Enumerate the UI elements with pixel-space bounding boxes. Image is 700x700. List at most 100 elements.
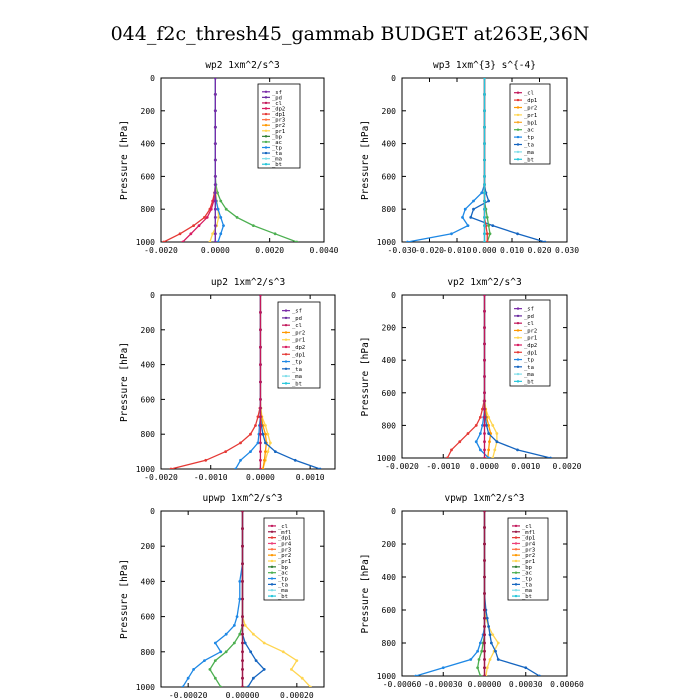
data-point-pr2 — [488, 440, 491, 444]
legend-label: _dp1 — [524, 98, 537, 104]
data-point-bt — [483, 183, 486, 187]
series-line-dp1 — [446, 295, 486, 458]
legend-marker — [516, 380, 520, 383]
legend-label: _bp1 — [524, 120, 537, 126]
data-point-dp1 — [162, 240, 166, 242]
data-point-pr1 — [495, 432, 499, 435]
data-point-pr1 — [491, 633, 495, 637]
data-point-cl — [483, 399, 486, 403]
legend-label: _pd — [524, 314, 534, 320]
x-tick-label: 0.0000 — [201, 246, 230, 255]
legend-label: _ac — [272, 140, 282, 146]
data-point-dp1 — [474, 424, 478, 427]
y-tick-label: 1000 — [136, 238, 155, 247]
legend-label: _dp1 — [522, 536, 535, 542]
y-tick-label: 600 — [141, 172, 156, 181]
data-point-tp — [478, 432, 482, 435]
series-line-ta — [241, 511, 266, 687]
legend-marker — [264, 107, 268, 110]
legend-marker — [264, 96, 268, 99]
legend-label: _dp1 — [292, 352, 305, 358]
legend-marker — [514, 530, 518, 533]
y-tick-label: 800 — [141, 205, 156, 214]
data-point-cl — [259, 363, 262, 366]
data-point-pr1 — [309, 685, 312, 687]
data-point-mfl — [241, 685, 244, 687]
legend-label: _cl — [272, 101, 282, 107]
data-point-ta — [261, 432, 265, 436]
data-point-tp — [414, 674, 418, 676]
x-tick-label: 0.00000 — [226, 691, 260, 700]
panel-title: upwp 1xm^2/s^3 — [202, 493, 282, 504]
series-group — [162, 78, 299, 242]
data-point-mfl — [241, 632, 244, 636]
legend-marker — [284, 382, 288, 385]
data-point-tp — [219, 232, 223, 236]
data-point-pr1 — [491, 456, 495, 458]
panel-title: wp2 1xm^2/s^3 — [205, 60, 279, 71]
legend-marker — [270, 536, 274, 539]
data-point-tp — [186, 676, 190, 680]
legend-label: _pr1 — [524, 336, 537, 342]
y-tick-label: 800 — [382, 205, 397, 214]
data-point-sf — [213, 93, 217, 96]
x-tick-label: -0.0020 — [144, 473, 178, 482]
legend-marker — [270, 542, 274, 545]
legend-label: _tp — [524, 135, 534, 141]
data-point-tp — [472, 199, 475, 203]
data-point-ac — [487, 224, 491, 228]
data-point-ac — [295, 240, 299, 242]
y-tick-label: 400 — [382, 573, 397, 582]
data-point-sf — [213, 158, 217, 162]
data-point-cl — [483, 415, 486, 419]
legend-marker — [516, 150, 520, 154]
legend-label: _ta — [522, 582, 532, 588]
y-axis-label: Pressure [hPa] — [119, 559, 130, 639]
data-point-dp1 — [192, 224, 196, 228]
data-point-tp — [478, 641, 482, 645]
data-point-mfl — [483, 658, 486, 661]
legend-label: _tp — [522, 577, 532, 583]
legend-label: _dp2 — [272, 107, 285, 113]
data-point-pr1 — [262, 641, 266, 645]
data-point-pr1 — [281, 650, 285, 654]
data-point-ta — [249, 650, 253, 654]
data-point-tp — [238, 597, 242, 601]
data-point-mfl — [241, 527, 244, 530]
data-point-dp1 — [478, 415, 482, 419]
data-point-ta — [491, 224, 495, 228]
legend-marker — [270, 553, 274, 557]
figure-title: 044_f2c_thresh45_gammab BUDGET at263E,36… — [111, 23, 590, 45]
x-tick-label: 0.0020 — [255, 246, 284, 255]
data-point-sf — [213, 142, 217, 146]
data-point-cl — [259, 432, 262, 436]
data-point-mfl — [241, 650, 244, 654]
legend-marker — [270, 583, 274, 586]
data-point-pr1 — [264, 424, 267, 427]
data-point-bt — [483, 109, 486, 113]
y-axis-label: Pressure [hPa] — [360, 553, 371, 633]
data-point-ta — [524, 666, 528, 670]
legend-label: _bt — [524, 157, 534, 163]
y-tick-label: 0 — [391, 507, 396, 516]
data-point-dp1 — [254, 424, 257, 427]
data-point-tp — [478, 448, 482, 452]
y-tick-label: 600 — [382, 389, 397, 398]
panel-1: wp2 1xm^2/s^3 Pressure [hPa] 0 200 400 600 800… — [119, 60, 339, 255]
data-point-pr2 — [263, 458, 266, 462]
data-point-dp1 — [481, 407, 484, 411]
x-tick-label: -0.0010 — [194, 473, 228, 482]
legend-label: _pr3 — [522, 547, 535, 553]
y-tick-label: 400 — [141, 577, 156, 586]
data-point-dp1 — [249, 432, 252, 436]
legend-label: _ac — [524, 128, 534, 134]
data-point-bt — [483, 216, 486, 219]
legend-marker — [284, 374, 288, 378]
legend-marker — [270, 594, 274, 598]
legend-label: _pr2 — [272, 123, 285, 129]
legend-label: _dp2 — [292, 345, 305, 351]
data-point-cl — [259, 467, 262, 469]
data-point-cl — [483, 432, 486, 435]
series-line-tp — [415, 511, 486, 676]
legend-label: _ma — [278, 588, 288, 594]
